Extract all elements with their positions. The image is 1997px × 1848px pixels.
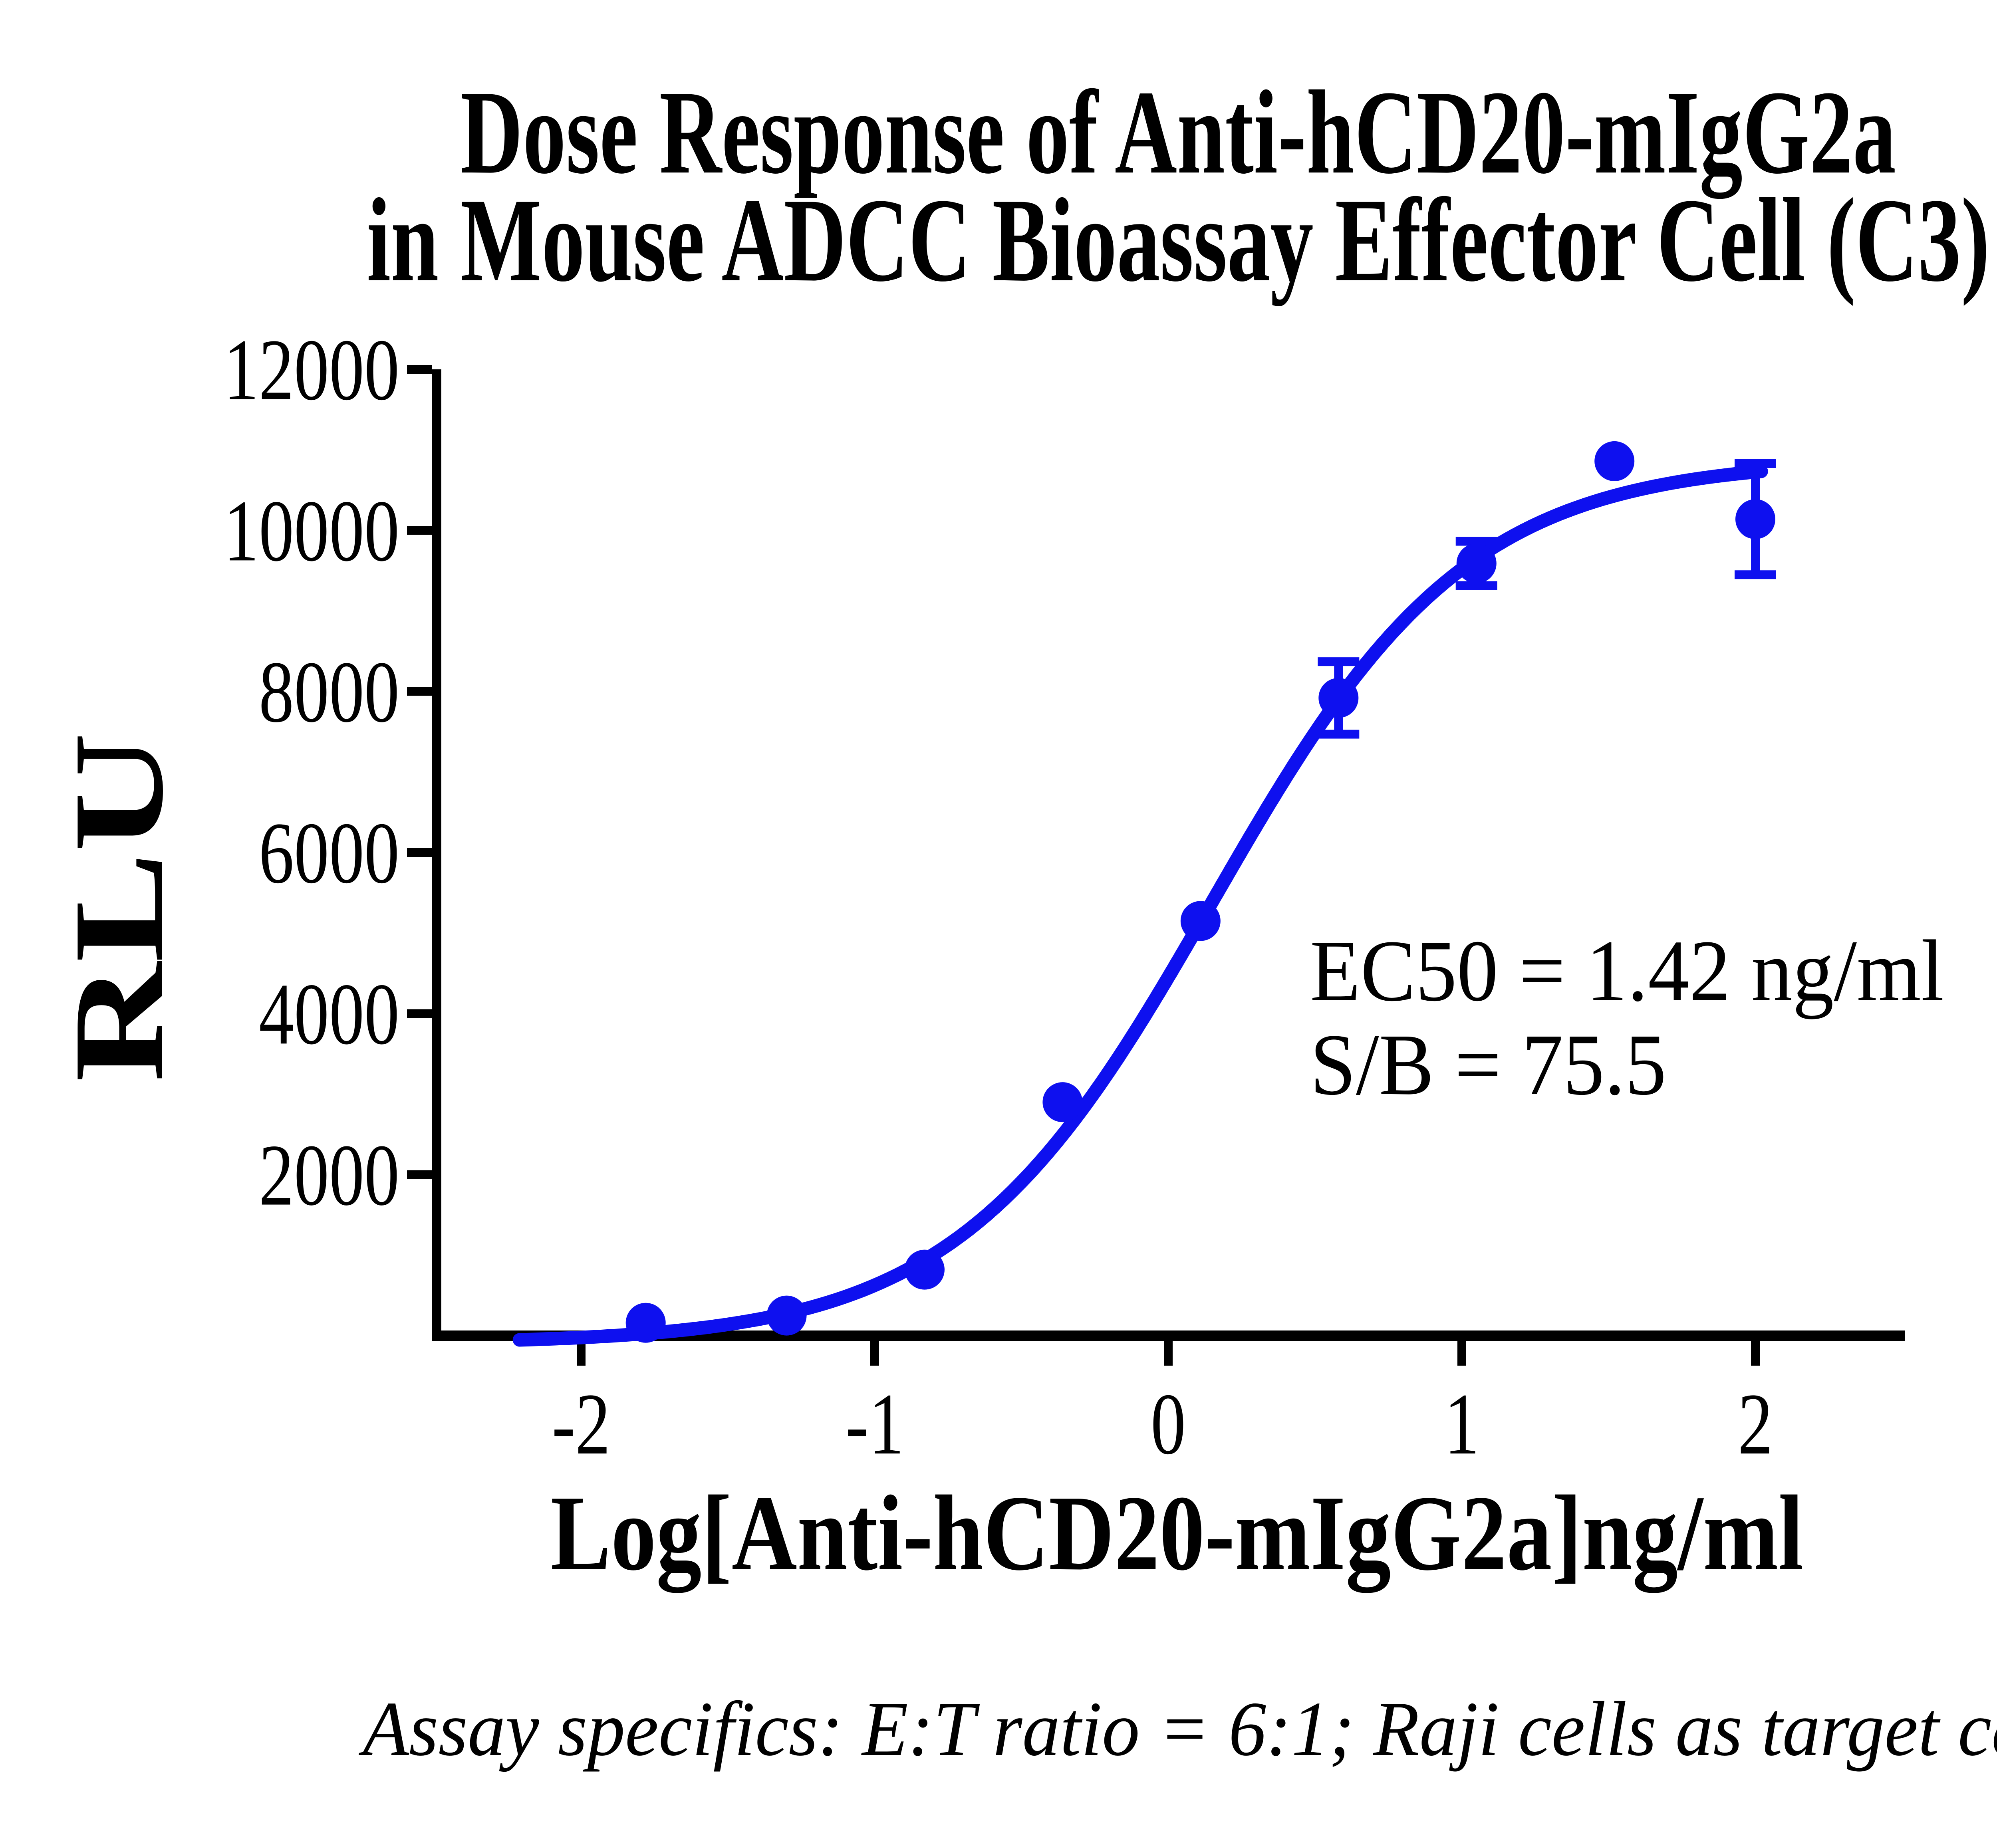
ec50-annotation: EC50 = 1.42 ng/ml bbox=[1310, 922, 1944, 1019]
data-point bbox=[1180, 901, 1221, 941]
data-point bbox=[625, 1303, 666, 1343]
y-tick-label: 10000 bbox=[224, 482, 399, 580]
x-tick-label: -2 bbox=[552, 1376, 611, 1473]
y-tick-label: 4000 bbox=[259, 966, 399, 1063]
y-tick-label: 6000 bbox=[259, 805, 399, 902]
y-tick-label: 12000 bbox=[224, 321, 399, 419]
data-point bbox=[904, 1249, 945, 1290]
chart-title-line1: Dose Response of Anti-hCD20-mIgG2a bbox=[461, 66, 1896, 201]
data-point bbox=[1456, 543, 1497, 584]
fit-curve bbox=[512, 464, 1768, 1347]
x-tick-label: 0 bbox=[1151, 1376, 1186, 1473]
data-point bbox=[766, 1295, 807, 1336]
y-tick-label: 2000 bbox=[259, 1126, 399, 1224]
x-tick-label: 1 bbox=[1444, 1376, 1479, 1473]
signal-background-annotation: S/B = 75.5 bbox=[1310, 1016, 1666, 1113]
x-tick-label: -1 bbox=[846, 1376, 904, 1473]
y-tick-label: 8000 bbox=[259, 643, 399, 741]
data-point bbox=[1594, 441, 1635, 481]
plot-layer: -2 -1 0 1 2 2000 4000 6000 8000 10000 12000 bbox=[224, 321, 1905, 1473]
data-point bbox=[1735, 499, 1775, 539]
chart-title-line2: in Mouse ADCC Bioassay Effector Cell (C3… bbox=[367, 174, 1990, 307]
data-point bbox=[1318, 678, 1359, 718]
x-tick-label: 2 bbox=[1738, 1376, 1773, 1473]
assay-specifics-footer: Assay specifics: E:T ratio = 6:1; Raji c… bbox=[358, 1685, 1997, 1772]
data-point bbox=[1042, 1082, 1083, 1122]
y-axis-title: RLU bbox=[48, 732, 190, 1082]
x-axis-title: Log[Anti-hCD20-mIgG2a]ng/ml bbox=[550, 1473, 1803, 1593]
